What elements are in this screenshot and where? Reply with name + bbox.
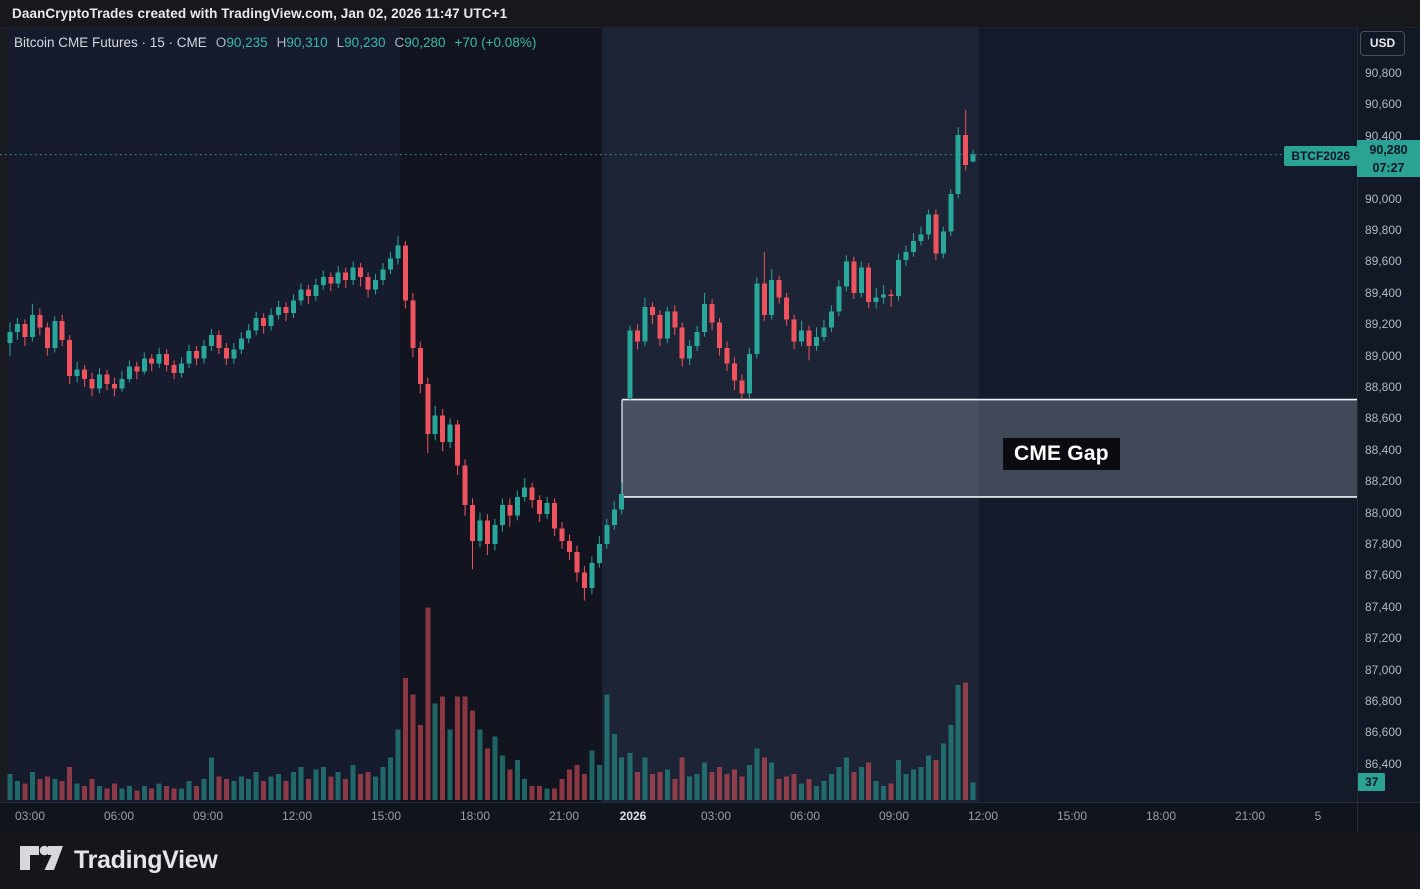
price-tick-label: 87,800 [1365,537,1402,551]
time-tick-label: 03:00 [14,809,46,823]
price-tick-label: 86,800 [1365,694,1402,708]
cme-gap-label[interactable]: CME Gap [1003,438,1120,470]
high-label: H [276,35,287,50]
tradingview-logo[interactable]: TradingView [18,841,218,880]
price-tick-label: 90,800 [1365,66,1402,80]
candlestick-chart[interactable] [0,28,1357,802]
time-tick-label: 15:00 [370,809,402,823]
price-tick-label: 88,200 [1365,474,1402,489]
time-tick-label: 18:00 [459,809,491,823]
time-tick-label: 12:00 [967,809,999,823]
time-tick-label: 21:00 [548,809,580,823]
bar-countdown: 07:27 [1372,161,1405,175]
price-tick-label: 87,600 [1365,568,1402,583]
time-tick-label: 2026 [619,809,647,823]
price-tick-label: 90,000 [1365,191,1402,206]
tradingview-logo-icon [18,841,64,880]
time-tick-label: 03:00 [700,809,732,823]
symbol-flag-badge[interactable]: BTCF2026 [1284,146,1357,166]
close-value: 90,280 [404,35,446,50]
open-value: 90,235 [226,35,268,50]
price-tick-label: 88,600 [1365,411,1402,426]
time-axis-corner [1357,802,1420,832]
last-price-badge: 90,280 07:27 [1357,140,1420,177]
time-tick-label: 5 [1314,809,1322,823]
price-tick-label: 87,200 [1365,631,1402,646]
time-tick-label: 09:00 [192,809,224,823]
price-tick-label: 89,000 [1365,348,1402,363]
low-label: L [336,35,345,50]
time-tick-label: 06:00 [789,809,821,823]
price-tick-label: 89,200 [1365,317,1402,332]
price-tick-label: 89,600 [1365,254,1402,269]
price-tick-label: 88,000 [1365,505,1402,520]
time-tick-label: 15:00 [1056,809,1088,823]
chart-pane[interactable]: Bitcoin CME Futures · 15 · CME O90,235 H90… [0,28,1357,802]
price-tick-label: 86,400 [1365,756,1402,771]
time-tick-label: 09:00 [878,809,910,823]
time-tick-label: 18:00 [1145,809,1177,823]
attribution-text: DaanCryptoTrades created with TradingVie… [12,6,508,21]
time-tick-label: 06:00 [103,809,135,823]
price-tick-label: 87,400 [1365,599,1402,614]
low-value: 90,230 [344,35,386,50]
tradingview-logo-text: TradingView [74,846,218,874]
price-tick-label: 89,400 [1365,285,1402,300]
price-tick-label: 88,800 [1365,380,1402,394]
time-axis[interactable]: 03:00 06:00 09:00 12:00 15:00 18:00 21:00 2026 0… [0,802,1357,832]
price-tick-label: 90,600 [1365,97,1402,112]
price-tick-label: 87,000 [1365,662,1402,677]
symbol-legend: Bitcoin CME Futures · 15 · CME O90,235 H90… [14,35,536,50]
symbol-title[interactable]: Bitcoin CME Futures · 15 · CME [14,35,207,50]
price-tick-label: 86,600 [1365,725,1402,740]
last-price-value: 90,280 [1369,143,1408,157]
footer-bar: TradingView [0,832,1420,889]
attribution-bar: DaanCryptoTrades created with TradingVie… [0,0,1420,28]
time-tick-label: 12:00 [281,809,313,823]
price-tick-label: 88,400 [1365,442,1402,457]
currency-button[interactable]: USD [1360,31,1405,56]
price-tick-label: 89,800 [1365,223,1402,237]
high-value: 90,310 [286,35,328,50]
open-label: O [215,35,227,50]
volume-value-badge: 37 [1358,773,1386,791]
change-value: +70 (+0.08%) [454,35,537,50]
time-tick-label: 21:00 [1234,809,1266,823]
close-label: C [394,35,405,50]
price-tick-label: 90,400 [1365,128,1402,143]
